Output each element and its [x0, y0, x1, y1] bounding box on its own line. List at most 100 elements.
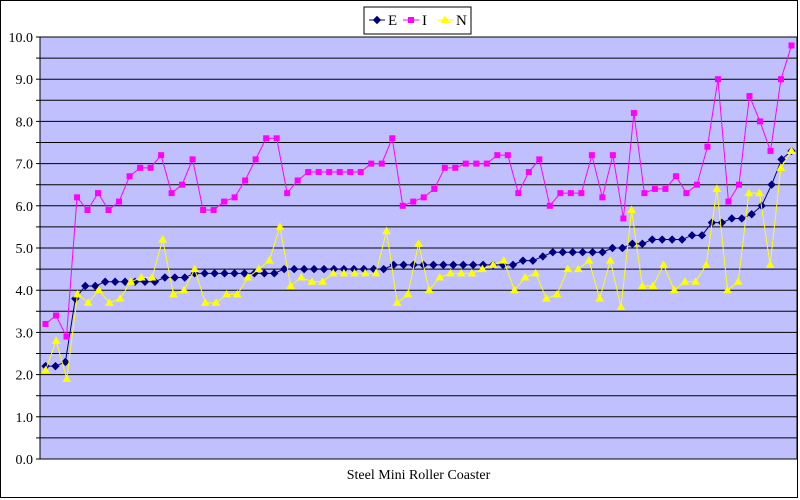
y-tick-label: 6.0	[16, 200, 34, 215]
data-point-n	[605, 256, 615, 264]
data-point-e	[677, 235, 687, 244]
data-point-i	[693, 181, 700, 188]
series-layer	[41, 42, 796, 382]
data-point-e	[618, 243, 627, 253]
data-point-i	[462, 160, 469, 167]
data-point-i	[609, 152, 616, 159]
data-point-n	[616, 302, 626, 311]
data-point-i	[368, 160, 375, 167]
data-point-n	[286, 281, 295, 289]
y-tick-label: 10.0	[9, 31, 34, 46]
data-point-n	[595, 294, 605, 302]
data-point-i	[347, 169, 354, 176]
data-point-i	[536, 156, 543, 163]
legend-label-e: E	[388, 13, 397, 29]
data-point-n	[744, 188, 754, 197]
data-point-n	[787, 146, 796, 154]
data-point-i	[284, 190, 291, 197]
y-tick-label: 7.0	[16, 158, 34, 173]
data-point-e	[270, 269, 279, 278]
y-tick-label: 4.0	[16, 284, 34, 299]
data-point-n	[520, 273, 530, 281]
data-point-i	[294, 177, 301, 184]
data-point-n	[701, 260, 711, 268]
data-point-n	[637, 281, 647, 289]
data-point-n	[414, 239, 423, 247]
data-point-n	[552, 289, 562, 298]
data-point-n	[691, 277, 700, 285]
data-point-i	[473, 160, 480, 167]
series-e	[41, 146, 796, 371]
data-point-i	[326, 169, 333, 176]
data-point-e	[230, 269, 239, 278]
data-point-n	[755, 188, 764, 197]
data-point-n	[339, 268, 349, 277]
data-point-i	[683, 190, 690, 197]
data-point-n	[446, 268, 455, 277]
data-point-i	[431, 185, 438, 192]
data-point-n	[169, 289, 178, 298]
data-point-i	[641, 190, 648, 197]
data-point-i	[210, 207, 217, 214]
data-point-i	[452, 164, 459, 171]
series-i	[42, 42, 795, 340]
data-point-i	[263, 135, 270, 142]
data-point-i	[735, 181, 742, 188]
data-point-e	[449, 260, 458, 270]
data-point-i	[620, 215, 627, 222]
data-point-e	[180, 273, 189, 282]
data-point-i	[557, 190, 564, 197]
data-point-i	[494, 152, 501, 159]
data-point-i	[567, 190, 574, 197]
data-point-n	[382, 226, 391, 235]
data-point-n	[360, 268, 370, 277]
data-point-n	[659, 260, 668, 268]
data-point-n	[264, 256, 274, 264]
gridlines	[40, 57, 797, 439]
data-point-e	[727, 214, 737, 223]
data-point-n	[627, 205, 637, 214]
data-point-e	[429, 260, 438, 270]
data-point-i	[53, 312, 60, 319]
data-point-i	[441, 164, 448, 171]
data-point-e	[588, 248, 597, 257]
y-tick-label: 5.0	[16, 242, 34, 257]
data-point-i	[179, 181, 186, 188]
data-point-e	[100, 277, 110, 286]
data-point-e	[737, 214, 746, 223]
data-point-i	[273, 135, 280, 142]
data-point-i	[63, 333, 70, 340]
y-tick-label: 1.0	[16, 411, 34, 426]
data-point-i	[483, 160, 490, 167]
data-point-e	[558, 248, 567, 257]
data-point-n	[275, 222, 285, 230]
data-point-e	[528, 256, 538, 265]
data-point-i	[588, 152, 595, 159]
data-point-n	[456, 268, 466, 277]
data-point-e	[508, 260, 518, 270]
data-point-n	[211, 298, 221, 306]
data-point-n	[563, 264, 573, 273]
legend-label-i: I	[422, 13, 427, 29]
data-point-e	[379, 264, 388, 274]
data-point-e	[468, 260, 478, 270]
data-point-n	[478, 264, 487, 273]
data-point-n	[531, 268, 541, 277]
data-point-i	[74, 194, 81, 201]
y-tick-label: 2.0	[16, 369, 34, 384]
data-point-i	[105, 207, 112, 214]
data-point-n	[200, 298, 210, 306]
data-point-n	[723, 285, 732, 294]
data-point-i	[651, 185, 658, 192]
data-point-i	[95, 190, 102, 197]
data-point-n	[371, 268, 381, 277]
data-point-e	[648, 235, 657, 244]
data-point-e	[91, 281, 100, 291]
data-point-i	[756, 118, 763, 125]
y-tick-label: 3.0	[16, 326, 34, 341]
legend-label-n: N	[456, 13, 467, 29]
data-point-n	[296, 273, 306, 281]
data-point-n	[328, 268, 338, 277]
